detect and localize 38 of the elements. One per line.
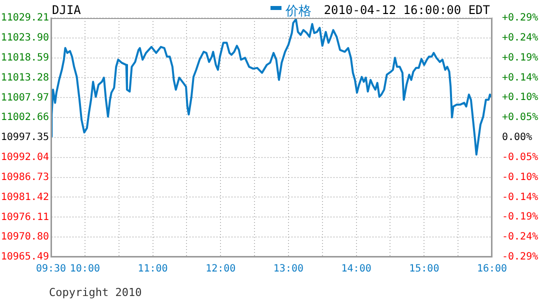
y-tick-label: 11013.28: [0, 72, 49, 84]
y-tick-label: 10976.11: [0, 212, 49, 223]
y2-tick-label: +0.24%: [502, 32, 538, 44]
y-tick-label: 11029.21: [0, 12, 49, 24]
chart-subtitle: 2010-04-12 16:00:00 EDT: [324, 3, 490, 17]
y-tick-label: 10981.42: [0, 192, 49, 203]
x-tick-label: 16:00: [476, 264, 508, 275]
y2-tick-label: +0.10%: [502, 92, 538, 104]
x-tick-label: 14:00: [341, 264, 372, 275]
x-tick-label: 15:00: [409, 264, 440, 275]
y-tick-label: 11007.97: [0, 92, 49, 104]
y2-tick-label: +0.05%: [502, 112, 538, 124]
y2-tick-label: +0.14%: [502, 72, 538, 84]
y-tick-label: 10970.80: [0, 232, 49, 243]
chart-title: DJIA: [52, 3, 82, 17]
x-tick-label: 12:00: [206, 264, 236, 275]
y2-tick-label: -0.14%: [502, 192, 538, 203]
y2-tick-label: -0.29%: [502, 252, 538, 263]
x-tick-label: 09:30: [36, 264, 66, 275]
y2-tick-label: -0.19%: [502, 212, 538, 223]
y2-tick-label: +0.29%: [502, 12, 538, 24]
x-tick-label: 13:00: [273, 264, 304, 275]
y-tick-label: 11018.59: [0, 52, 49, 64]
legend-label: 价格: [284, 4, 312, 19]
x-tick-label: 11:00: [138, 264, 168, 275]
y-tick-label: 11002.66: [0, 112, 49, 124]
y-tick-label: 10986.73: [0, 172, 49, 183]
y-tick-label: 10992.04: [0, 152, 49, 164]
y-tick-label: 10965.49: [0, 252, 49, 263]
y2-tick-label: 0.00%: [502, 132, 532, 144]
x-tick-label: 10:00: [70, 264, 100, 275]
y2-tick-label: -0.05%: [502, 152, 538, 164]
y-tick-label: 11023.90: [0, 32, 49, 44]
y2-tick-label: -0.10%: [502, 172, 538, 183]
y2-tick-label: -0.24%: [502, 232, 538, 243]
text: Copyright 2010: [49, 286, 142, 299]
y-tick-label: 10997.35: [0, 132, 49, 144]
y2-tick-label: +0.19%: [502, 52, 538, 64]
